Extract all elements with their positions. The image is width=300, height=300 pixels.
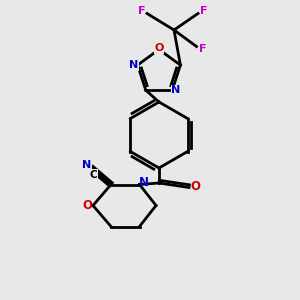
Text: N: N — [139, 176, 149, 190]
Text: F: F — [138, 5, 146, 16]
Text: O: O — [82, 199, 93, 212]
Text: F: F — [199, 44, 207, 55]
Text: N: N — [82, 160, 91, 170]
Text: N: N — [171, 85, 181, 95]
Text: N: N — [129, 60, 139, 70]
Text: O: O — [190, 179, 201, 193]
Text: C: C — [90, 170, 98, 180]
Text: O: O — [154, 43, 164, 53]
Text: F: F — [200, 5, 207, 16]
